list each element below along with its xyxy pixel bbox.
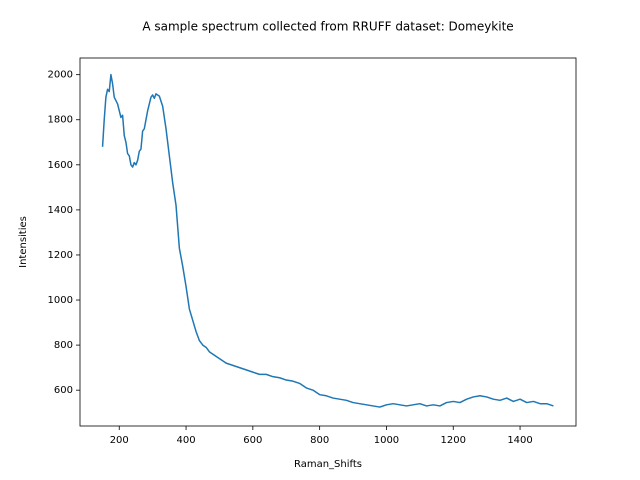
chart-title: A sample spectrum collected from RRUFF d…: [142, 20, 513, 34]
y-tick-label: 800: [54, 340, 73, 351]
y-tick-label: 1800: [48, 115, 73, 126]
y-tick-label: 2000: [48, 70, 73, 81]
y-tick-label: 1000: [48, 295, 73, 306]
y-tick-label: 1200: [48, 250, 73, 261]
plot-frame: [79, 57, 577, 427]
y-axis-label: Intensities: [18, 216, 29, 268]
y-tick-label: 1400: [48, 205, 73, 216]
data-line: [101, 73, 554, 408]
y-tick-label: 1600: [48, 160, 73, 171]
x-tick-label: 600: [243, 435, 262, 446]
x-tick-label: 1200: [441, 435, 466, 446]
x-tick-label: 1400: [507, 435, 532, 446]
x-tick-label: 1000: [374, 435, 399, 446]
x-tick-label: 200: [110, 435, 129, 446]
x-tick-label: 800: [310, 435, 329, 446]
x-tick-label: 400: [177, 435, 196, 446]
y-tick-label: 600: [54, 385, 73, 396]
x-axis-label: Raman_Shifts: [294, 459, 362, 470]
